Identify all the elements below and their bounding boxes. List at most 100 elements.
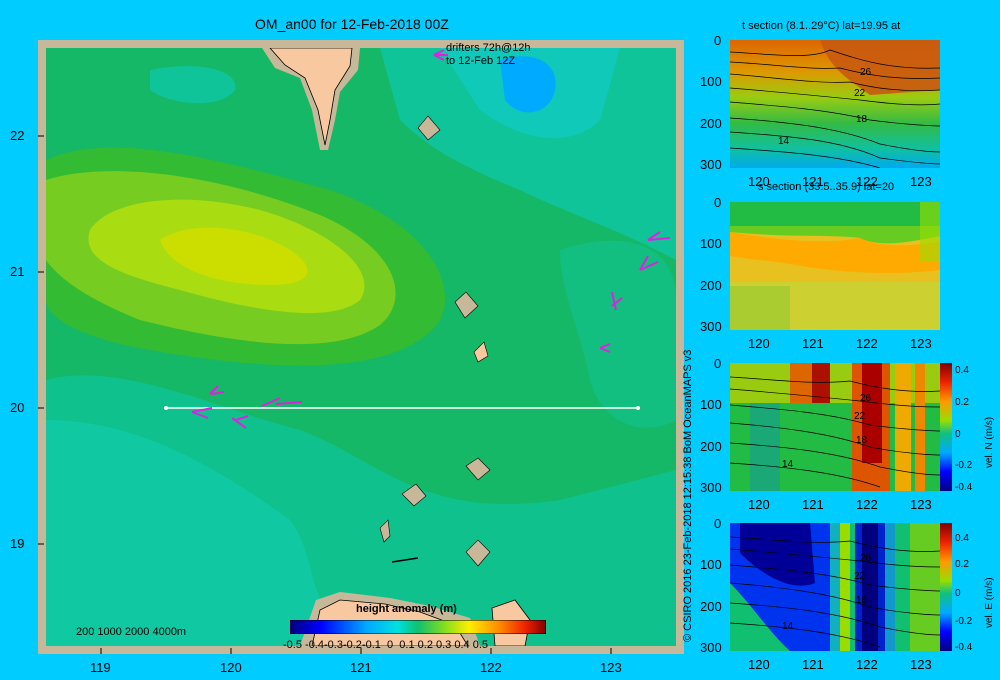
panel-depth-tick: 300	[700, 318, 722, 334]
island-5	[401, 483, 427, 507]
drifter-arrow	[191, 407, 213, 419]
cb-tick: 0.3	[436, 639, 452, 651]
panel-depth-tick: 100	[700, 74, 722, 90]
vel-n-section: 26 22 18 14	[730, 363, 940, 491]
taiwan-land	[269, 48, 353, 146]
lon-tick-121: 121	[350, 660, 372, 675]
panel-lon-tick: 121	[802, 336, 824, 351]
drifter-arrow	[647, 231, 671, 241]
cb-tick: -0.3	[324, 639, 343, 651]
panel-depth-tick: 300	[700, 156, 722, 172]
panel-lon-tick: 120	[748, 336, 770, 351]
map-ticks	[38, 135, 612, 654]
panel2-title: s section (33.5..35.9) lat=20	[758, 181, 895, 193]
vel-e-cb-tick: -0.2	[955, 616, 973, 627]
panel-depth-tick: 200	[700, 115, 722, 131]
height-anomaly-map	[38, 40, 684, 654]
cb-tick: -0.5	[283, 639, 302, 651]
svg-text:22: 22	[854, 88, 866, 99]
panel-lon-tick: 121	[802, 497, 824, 512]
lat-tick-19: 19	[10, 536, 25, 551]
cb-tick: -0.2	[342, 639, 362, 651]
svg-text:22: 22	[854, 411, 866, 422]
vel-e-colorbar	[940, 523, 952, 651]
island-3	[473, 341, 489, 363]
island-7	[465, 539, 491, 567]
panel-lon-tick: 123	[910, 497, 932, 512]
vel-n-cb-tick: -0.4	[955, 482, 973, 493]
svg-text:18: 18	[856, 114, 868, 125]
panel-lon-tick: 122	[856, 174, 878, 189]
drifter-note-line1: drifters 72h@12h	[446, 42, 531, 54]
panel-depth-tick: 0	[714, 195, 722, 210]
island-1	[417, 115, 441, 141]
colorbar-ticks: -0.5 -0.4-0.3-0.2-0.1 0 0.1 0.2 0.3 0.4 …	[283, 639, 488, 651]
panel-lon-tick: 122	[856, 497, 878, 512]
lon-tick-120: 120	[220, 660, 242, 675]
svg-text:14: 14	[782, 621, 794, 632]
panel-lon-tick: 120	[748, 497, 770, 512]
drifter-arrow	[611, 291, 623, 311]
panel-lon-tick: 120	[748, 657, 770, 672]
panel-depth-tick: 100	[700, 236, 722, 252]
panel-lon-tick: 121	[802, 174, 824, 189]
field-high-core	[160, 227, 308, 285]
colorbar-title: height anomaly (m)	[356, 603, 457, 615]
credit-text: © CSIRO 2016 23-Feb-2018 12:15:38 BoM Oc…	[682, 349, 694, 642]
field-min-northeast	[500, 56, 556, 113]
panel-lon-tick: 123	[910, 336, 932, 351]
svg-text:26: 26	[860, 553, 872, 564]
drifter-arrow	[433, 49, 448, 61]
height-colorbar	[290, 620, 546, 634]
island-6	[379, 519, 391, 543]
panel-depth-tick: 300	[700, 479, 722, 495]
vel-n-cb-label: vel. N (m/s)	[984, 416, 995, 468]
drifter-arrow	[231, 415, 249, 429]
drifter-note-line2: to 12-Feb 12Z	[446, 55, 516, 67]
cb-tick: 0.2	[417, 639, 433, 651]
island-4	[465, 457, 491, 481]
panel-depth-tick: 300	[700, 639, 722, 655]
field-lower-southwest	[46, 420, 360, 646]
panel-lon-tick: 123	[910, 657, 932, 672]
cb-tick: 0.1	[399, 639, 415, 651]
vel-n-cb-tick: 0.2	[955, 397, 969, 408]
drifter-arrow	[639, 255, 659, 271]
cb-tick: 0.4	[454, 639, 470, 651]
panel-lon-tick: 122	[856, 336, 878, 351]
panel1-title: t section (8.1..29°C) lat=19.95 at	[742, 20, 901, 32]
panel-depth-tick: 0	[714, 356, 722, 371]
cb-tick: -0.4	[305, 639, 324, 651]
svg-text:18: 18	[856, 435, 868, 446]
svg-text:26: 26	[860, 393, 872, 404]
vel-e-section: 26 22 18 14	[730, 523, 940, 651]
lon-tick-119: 119	[90, 660, 111, 675]
depth-legend: 200 1000 2000 4000m	[76, 626, 187, 638]
lat-tick-20: 20	[10, 400, 25, 415]
vel-e-cb-tick: 0	[955, 588, 961, 599]
vel-e-cb-label: vel. E (m/s)	[984, 577, 995, 628]
panel-lon-tick: 120	[748, 174, 770, 189]
panel-depth-tick: 0	[714, 516, 722, 531]
vel-n-cb-tick: -0.2	[955, 460, 973, 471]
vel-e-cb-tick: -0.4	[955, 642, 973, 653]
lon-tick-123: 123	[600, 660, 622, 675]
cb-tick: -0.1	[361, 639, 381, 651]
vel-n-colorbar	[940, 363, 952, 491]
panel-depth-tick: 0	[714, 33, 722, 48]
panel-depth-tick: 100	[700, 397, 722, 413]
vel-e-cb-tick: 0.4	[955, 533, 969, 544]
panel-depth-tick: 200	[700, 277, 722, 293]
panel-lon-tick: 121	[802, 657, 824, 672]
svg-text:26: 26	[860, 67, 872, 78]
svg-text:18: 18	[856, 595, 868, 606]
drifter-arrow	[261, 397, 303, 407]
panel-depth-tick: 200	[700, 438, 722, 454]
drifter-tracks	[191, 49, 671, 429]
field-small-low	[150, 66, 236, 104]
island-2	[454, 291, 479, 319]
map-title: OM_an00 for 12-Feb-2018 00Z	[255, 16, 449, 32]
panel-lon-tick: 122	[856, 657, 878, 672]
salinity-section	[730, 202, 940, 330]
lon-tick-122: 122	[480, 660, 502, 675]
